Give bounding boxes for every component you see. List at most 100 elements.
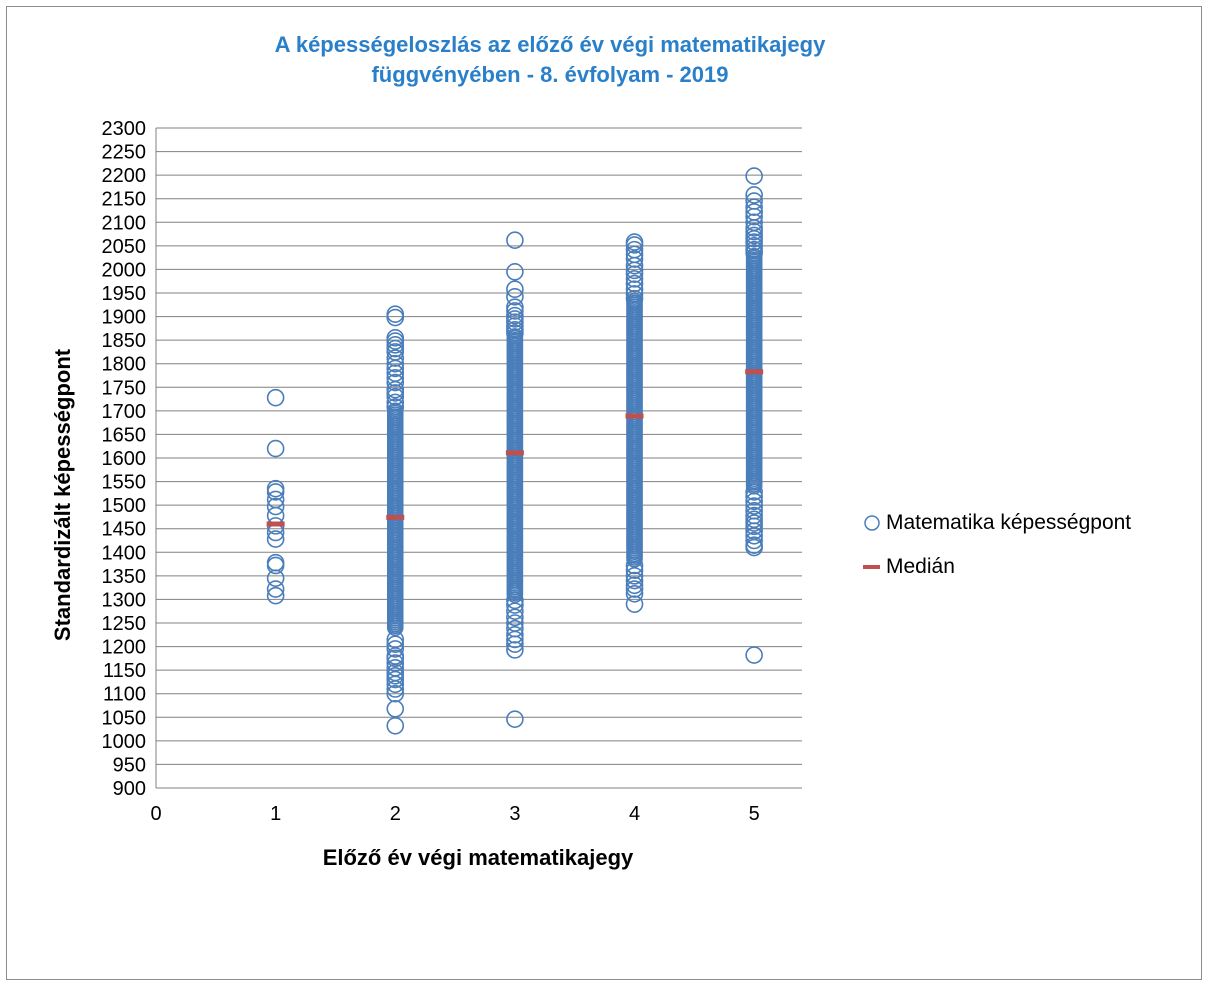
y-tick-label: 1050 (102, 707, 147, 729)
data-point (625, 256, 644, 275)
data-point (625, 270, 644, 288)
chart-title: A képességeloszlás az előző év végi mate… (150, 30, 950, 90)
y-tick-label: 1350 (102, 566, 147, 588)
data-point (506, 602, 524, 621)
data-point (625, 595, 644, 613)
data-point (625, 250, 644, 268)
y-tick-label: 2300 (102, 118, 147, 140)
y-tick-label: 900 (113, 778, 146, 800)
x-tick-label: 0 (150, 803, 161, 825)
y-tick-label: 1300 (102, 589, 147, 611)
data-point (386, 649, 405, 668)
data-point (386, 332, 405, 350)
data-point (386, 699, 405, 718)
data-point (386, 354, 405, 373)
chart-title-line2: függvényében - 8. évfolyam - 2019 (371, 62, 729, 87)
data-point (625, 236, 644, 254)
data-point (266, 497, 285, 516)
x-tick-label: 5 (749, 803, 760, 825)
data-point (625, 580, 644, 598)
data-point (386, 349, 405, 367)
data-point (625, 274, 644, 293)
scatter-dense-band (506, 328, 524, 604)
data-point (506, 625, 524, 644)
legend-label-median: Medián (886, 555, 955, 578)
data-point (386, 640, 405, 658)
y-tick-label: 2250 (102, 142, 147, 164)
data-point (386, 380, 405, 399)
data-point (506, 313, 524, 332)
y-tick-label: 950 (113, 754, 146, 776)
legend-dash-icon (863, 565, 880, 569)
legend-item-median: Medián (862, 555, 955, 579)
data-point (625, 280, 644, 299)
data-point (745, 167, 763, 185)
data-point (745, 646, 763, 664)
axes: 9009501000105011001150120012501300135014… (102, 118, 802, 825)
data-point (625, 289, 644, 308)
data-point (745, 538, 763, 557)
data-point (266, 530, 285, 548)
data-point (745, 207, 763, 226)
data-point (266, 556, 285, 575)
data-point (625, 556, 644, 575)
data-point (506, 262, 524, 281)
data-point (745, 198, 763, 216)
data-point (745, 497, 763, 515)
legend-circle-icon (864, 515, 880, 531)
data-point (266, 388, 285, 407)
y-tick-label: 1650 (102, 424, 147, 446)
legend-label-scatter: Matematika képességpont (886, 511, 1132, 534)
data-point (745, 186, 763, 204)
data-point (266, 586, 285, 605)
y-tick-label: 1800 (102, 354, 147, 376)
y-tick-label: 2150 (102, 189, 147, 211)
data-point (506, 596, 524, 614)
data-point (625, 576, 644, 595)
data-point (745, 219, 763, 237)
median-marker (266, 521, 285, 527)
data-point (506, 302, 524, 320)
data-point (506, 710, 524, 728)
y-tick-label: 1250 (102, 613, 147, 635)
data-point (506, 298, 524, 316)
scatter-dense-band (626, 292, 643, 568)
data-point (386, 684, 405, 703)
chart-title-line1: A képességeloszlás az előző év végi mate… (274, 32, 826, 57)
median-marker (625, 413, 644, 419)
data-point (386, 308, 405, 327)
scatter-dense-band (745, 247, 763, 495)
y-tick-label: 1400 (102, 542, 147, 564)
y-tick-label: 1900 (102, 307, 147, 329)
scatter-dense-band (386, 402, 404, 637)
y-tick-label: 1000 (102, 731, 147, 753)
data-point (625, 571, 644, 590)
y-tick-label: 1850 (102, 330, 147, 352)
y-tick-label: 1100 (103, 684, 146, 706)
data-point (625, 261, 644, 280)
data-point (625, 567, 644, 585)
data-point (745, 526, 763, 545)
median-marker (745, 369, 764, 375)
legend-item-scatter: Matematika képességpont (862, 511, 1131, 535)
y-tick-label: 1950 (102, 283, 147, 305)
data-point (506, 287, 524, 306)
data-point (506, 630, 524, 649)
y-tick-label: 1150 (103, 660, 146, 682)
data-point (386, 666, 405, 685)
y-tick-label: 1550 (102, 472, 147, 494)
y-tick-label: 1200 (102, 637, 147, 659)
data-point (266, 569, 285, 588)
data-point (386, 305, 405, 324)
data-point (266, 483, 285, 501)
data-point (625, 561, 644, 580)
data-point (506, 635, 524, 654)
x-tick-label: 3 (509, 803, 520, 825)
x-tick-label: 2 (390, 803, 401, 825)
data-point (745, 233, 763, 251)
x-axis-label: Előző év végi matematikajegy (323, 845, 634, 870)
data-point (386, 387, 405, 406)
data-point (386, 369, 405, 387)
data-point (386, 680, 405, 698)
